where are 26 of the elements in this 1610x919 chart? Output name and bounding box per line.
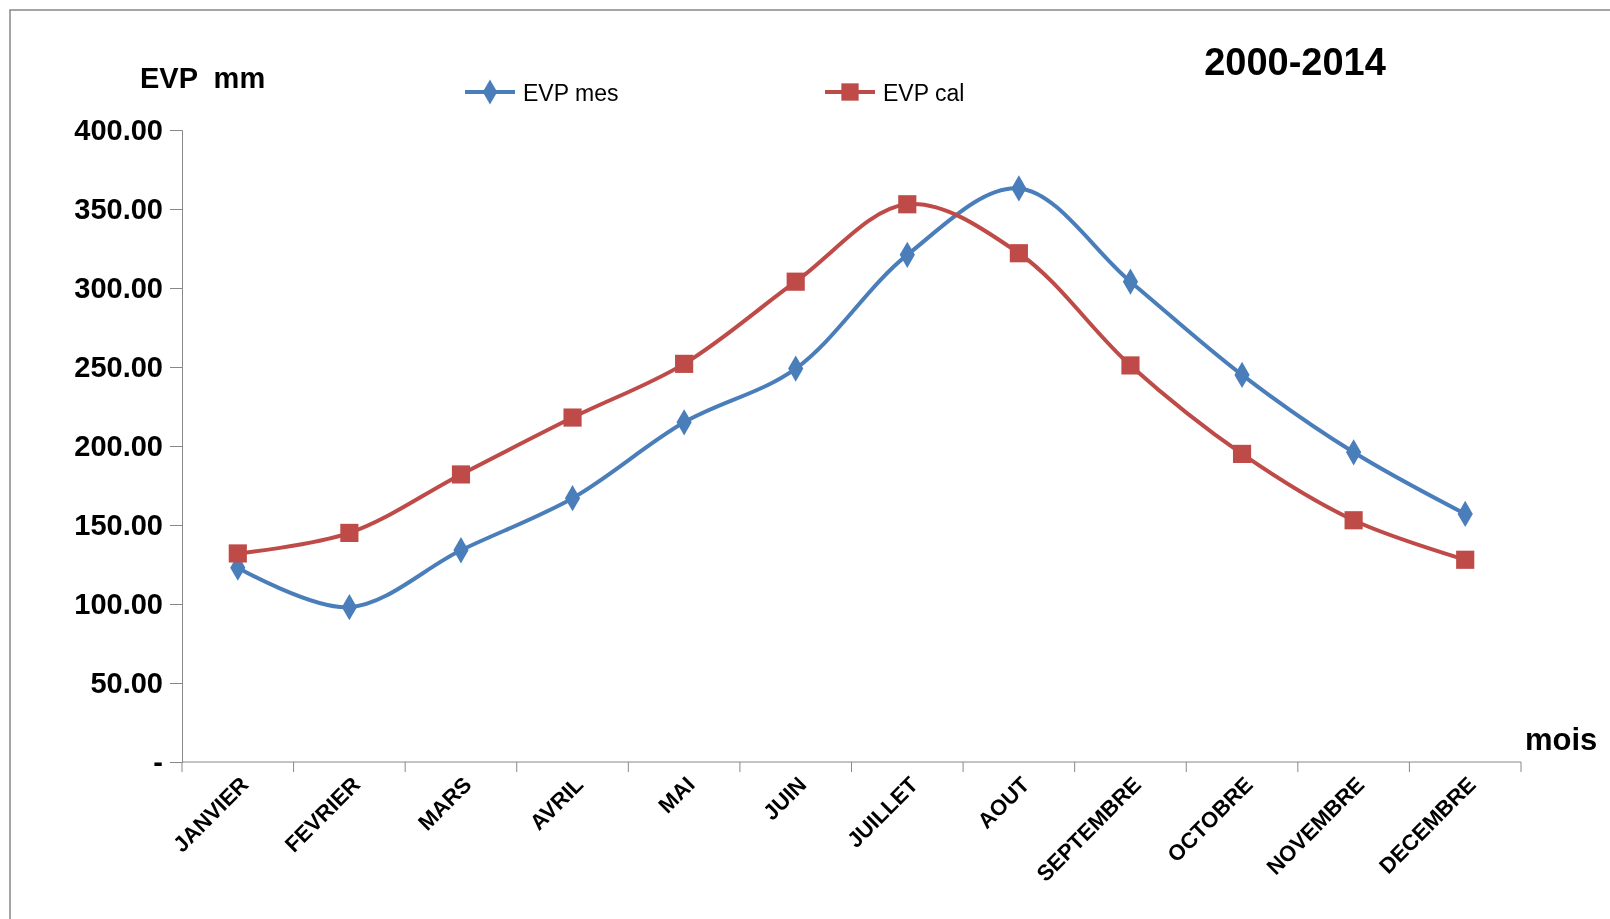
x-axis-title: mois	[1525, 722, 1598, 757]
y-tick-label: 150.00	[74, 508, 163, 541]
point	[898, 195, 917, 214]
legend-label: EVP cal	[883, 80, 965, 106]
y-tick-label: 350.00	[74, 192, 163, 225]
y-tick-label: 50.00	[90, 666, 163, 699]
y-axis-title: EVP mm	[140, 62, 266, 94]
point	[228, 544, 247, 563]
point	[1009, 244, 1028, 263]
y-tick-label: 300.00	[74, 271, 163, 304]
point	[1232, 444, 1252, 463]
point	[563, 408, 582, 427]
point	[786, 272, 805, 291]
y-tick-label: 400.00	[74, 113, 163, 146]
point	[1456, 550, 1475, 569]
legend-label: EVP mes	[523, 80, 619, 106]
y-tick-label: 250.00	[74, 350, 163, 383]
y-tick-label: 200.00	[74, 429, 163, 462]
point	[675, 354, 694, 373]
point	[451, 465, 471, 484]
chart-title: 2000-2014	[1204, 41, 1386, 83]
y-tick-label: 100.00	[74, 587, 163, 620]
point	[1344, 511, 1363, 530]
point	[340, 523, 359, 542]
y-tick-label: -	[153, 745, 163, 778]
point	[1121, 356, 1140, 375]
